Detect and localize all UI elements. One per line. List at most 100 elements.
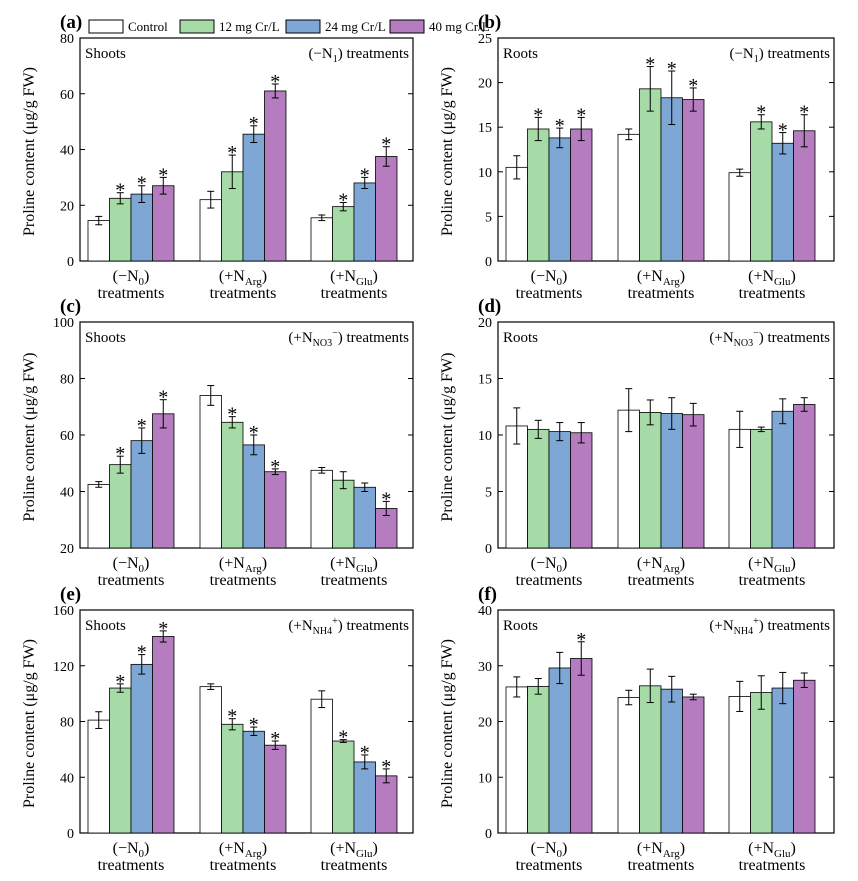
panel-b-bar [639,88,662,262]
panel-d-bar [771,410,794,549]
panel-c-xtick-post: ) [373,555,378,572]
panel-b-xtick-pre: (−N [531,268,557,285]
panel-b-xtick-line2: treatments [739,285,806,302]
panel-c: 20 40 60 80 100 Proline content (μg/g FW) (c)S… [21,296,414,589]
legend: Control 12 mg Cr/L 24 mg Cr/L 40 mg Cr/L [88,19,490,34]
panel-f-bar [505,686,528,834]
panel-d-bar [750,428,773,549]
panel-d-xtick-line2: treatments [516,572,583,589]
panel-a-bar [109,197,132,262]
panel-f-bar [660,688,683,834]
panel-c-sig-asterisk: * [270,456,280,478]
panel-b-sig-asterisk: * [533,104,543,126]
panel-d-treatment: (+NNO3−) treatments [709,328,830,349]
panel-f-xtick-post: ) [680,840,685,857]
panel-f-treatment-sub: NH4 [734,626,753,637]
panel-c-bar [109,464,132,549]
panel-c-ytick-label: 20 [60,542,74,557]
panel-e-treatment-main: (+N [288,618,312,634]
panel-a-bar [199,199,222,262]
panel-c-bar [87,484,110,549]
panel-b-ytick-label: 25 [478,32,492,47]
panel-a-xtick-sub: Glu [356,276,373,288]
panel-d-xtick-sub: Arg [663,563,680,575]
panel-a-xtick-sub: 0 [139,276,145,288]
panel-c-bar [221,421,244,549]
panel-a-bar [87,220,110,262]
panel-f-xtick-post: ) [562,840,567,857]
panel-a-bar [152,185,175,262]
panel-a-bar [242,133,265,262]
panel-d-xtick-label: (+NGlu) [748,555,796,575]
panel-e-treatment-rest: ) treatments [338,618,409,634]
panel-a-bar [353,182,376,262]
panel-c-bar [152,413,175,549]
panel-e-xtick-pre: (+N [330,840,356,857]
panel-b-ytick-label: 10 [478,166,492,181]
panel-e-ytick-label: 80 [60,716,74,731]
panel-c-ylabel: Proline content (μg/g FW) [21,353,38,522]
legend-swatch-24mg [285,19,321,34]
panel-d-treatment-sub: NO3 [734,338,753,349]
panel-f-bar [728,696,751,834]
panel-b-xtick-sub: Arg [663,276,680,288]
panel-e-xtick-label: (+NArg) [219,840,267,860]
panel-b-ytick-label: 15 [478,121,492,136]
panel-d-bar [660,413,683,549]
panel-a-treatment-main: (−N [308,46,332,62]
panel-a-xtick-label: (+NGlu) [330,268,378,288]
panel-f-bar [617,697,640,834]
panel-a-xtick-pre: (+N [219,268,245,285]
panel-f-ytick-label: 20 [478,716,492,731]
panel-b-bar [793,130,816,262]
panel-c-ytick-label: 60 [60,429,74,444]
panel-e-xtick-line2: treatments [321,857,388,874]
panel-c-treatment-main: (+N [288,330,312,346]
panel-b-bar [505,166,528,262]
panel-d-xtick-line2: treatments [628,572,695,589]
panel-b-xtick-pre: (+N [748,268,774,285]
panel-d-xtick-post: ) [791,555,796,572]
panel-b-bar [527,128,550,262]
panel-e-xtick-sub: Arg [245,848,262,860]
panel-a-treatment-rest: ) treatments [338,46,409,62]
panel-e-treatment-sub: NH4 [313,626,332,637]
panel-e-xtick-post: ) [373,840,378,857]
panel-a-ytick-label: 20 [60,199,74,214]
panel-c-bar [199,395,222,549]
panel-b-treatment-main: (−N [729,46,753,62]
panel-e-xtick-label: (−N0) [113,840,150,860]
panel-c-xtick-sub: 0 [139,563,145,575]
panel-f-xtick-pre: (−N [531,840,557,857]
panel-e-xtick-pre: (−N [113,840,139,857]
panel-f-xtick-label: (−N0) [531,840,568,860]
panel-d-bar [527,428,550,549]
panel-a-xtick-label: (−N0) [113,268,150,288]
panel-f-ytick-label: 0 [485,827,492,842]
panel-a-sig-asterisk: * [137,173,147,195]
panel-d-bar [570,432,593,549]
panel-f-tissue: Roots [503,618,538,634]
panel-b-sig-asterisk: * [667,58,677,80]
panel-f-xtick-label: (+NGlu) [748,840,796,860]
panel-a-sig-asterisk: * [270,71,280,93]
panel-d-bar [639,411,662,549]
panel-a-bar [375,156,398,262]
panel-e-bar [375,775,398,834]
panel-b-xtick-label: (−N0) [531,268,568,288]
panel-e-bar [310,698,333,834]
panel-e-sig-asterisk: * [158,618,168,640]
panel-b-bar [548,137,571,262]
panel-d-xtick-pre: (+N [748,555,774,572]
panel-e-ytick-label: 0 [67,827,74,842]
panel-d-treatment-sup: − [753,328,759,339]
panel-c-xtick-pre: (−N [113,555,139,572]
panel-c-xtick-label: (−N0) [113,555,150,575]
panel-e-ytick-label: 120 [53,660,74,675]
panel-b-sig-asterisk: * [645,54,655,76]
legend-swatch-12mg [179,19,215,34]
panel-f-bar [570,658,593,834]
panel-b-xtick-label: (+NGlu) [748,268,796,288]
panel-c-xtick-post: ) [144,555,149,572]
